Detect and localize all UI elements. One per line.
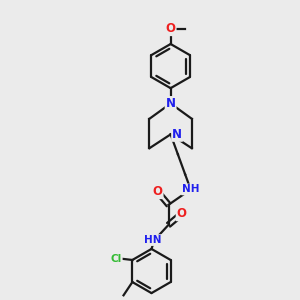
Text: NH: NH <box>182 184 200 194</box>
Text: Cl: Cl <box>110 254 122 263</box>
Text: O: O <box>153 185 163 198</box>
Text: HN: HN <box>144 235 162 245</box>
Text: N: N <box>166 97 176 110</box>
Text: O: O <box>177 207 187 220</box>
Text: N: N <box>172 128 182 141</box>
Text: O: O <box>166 22 176 35</box>
